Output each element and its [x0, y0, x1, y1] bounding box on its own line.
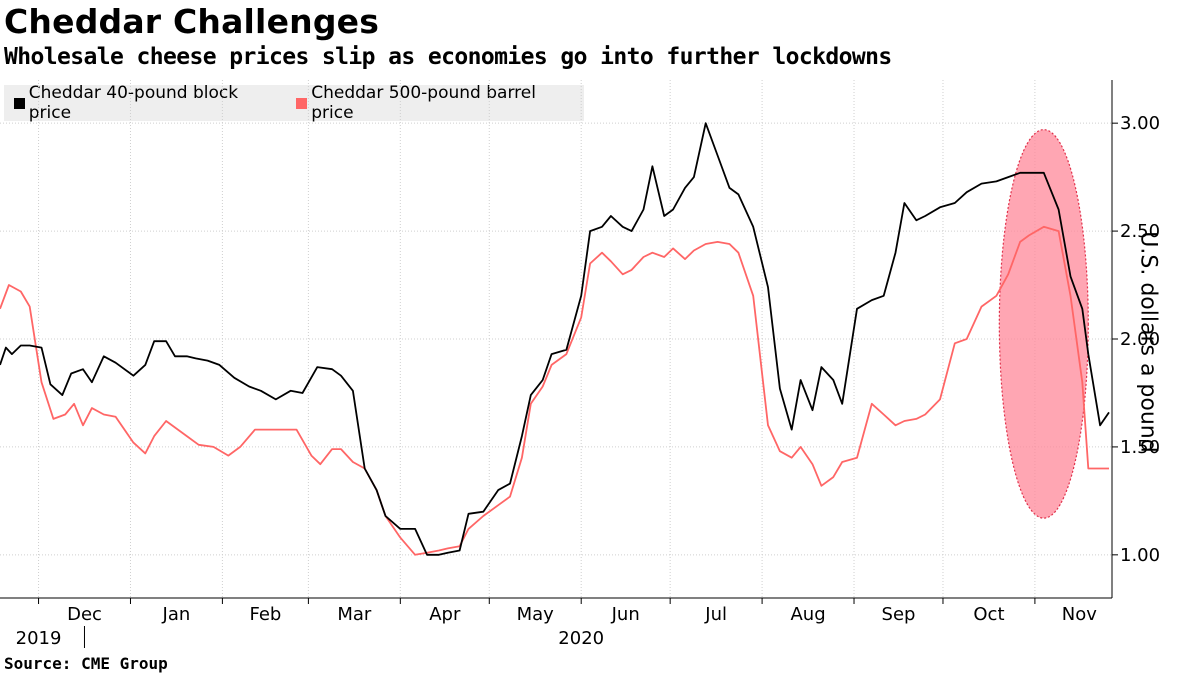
legend-item-barrel: Cheddar 500-pound barrel price: [296, 83, 578, 123]
x-tick-label: Sep: [882, 604, 916, 625]
highlight-ellipse: [998, 129, 1089, 519]
x-tick-label: May: [517, 604, 555, 625]
legend-label-barrel: Cheddar 500-pound barrel price: [311, 83, 536, 123]
chart-subtitle: Wholesale cheese prices slip as economie…: [4, 44, 892, 70]
x-tick-label: Jul: [704, 604, 727, 625]
legend: Cheddar 40-pound block price Cheddar 500…: [4, 83, 584, 123]
grid: [0, 80, 1112, 598]
y-tick-label: 3.00: [1120, 113, 1160, 134]
series-line-block: [0, 122, 1110, 556]
x-tick-label: Apr: [429, 604, 461, 625]
legend-item-block: Cheddar 40-pound block price: [14, 83, 280, 123]
x-year-label: 2020: [558, 628, 604, 649]
y-tick-label: 1.00: [1120, 545, 1160, 566]
series-line-barrel: [0, 225, 1109, 556]
x-tick-label: Dec: [67, 604, 102, 625]
x-tick-label: Nov: [1062, 604, 1097, 625]
y-tick-label: 2.00: [1120, 329, 1160, 350]
y-tick-label: 2.50: [1120, 221, 1160, 242]
x-tick-label: Oct: [973, 604, 1004, 625]
annotation-layer: [998, 129, 1089, 519]
y-axis-label: U.S. dollars a pound: [1135, 231, 1161, 453]
chart-title: Cheddar Challenges: [4, 2, 380, 41]
series-layer: [0, 122, 1110, 556]
x-tick-label: Jun: [611, 604, 640, 625]
x-tick-label: Jan: [162, 604, 191, 625]
x-tick-label: Aug: [790, 604, 825, 625]
x-tick-label: Mar: [337, 604, 372, 625]
y-tick-label: 1.50: [1120, 437, 1160, 458]
legend-swatch-block: [14, 97, 25, 109]
legend-swatch-barrel: [296, 97, 308, 109]
axes: 1.00 1.50 2.00 2.50 3.00 Dec Jan Feb Mar Apr May Ju…: [0, 80, 1160, 649]
x-tick-label: Feb: [249, 604, 281, 625]
x-year-label: 2019: [16, 628, 62, 649]
legend-label-block: Cheddar 40-pound block price: [28, 83, 239, 123]
source-note: Source: CME Group: [4, 654, 168, 673]
